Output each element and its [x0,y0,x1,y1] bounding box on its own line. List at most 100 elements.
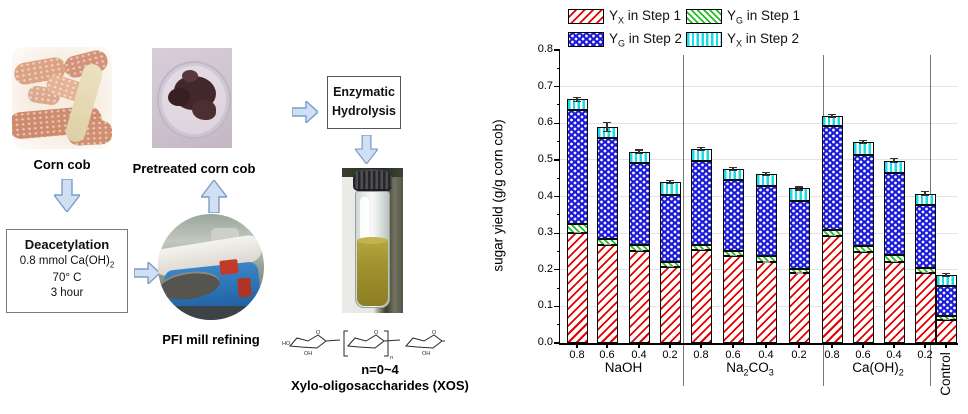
enzymatic-line2: Hydrolysis [332,104,396,118]
bar-segment-yg2 [722,180,744,251]
bar-segment-yx1 [755,262,777,343]
y-tick [554,269,560,271]
bar-segment-yx1 [659,267,681,343]
segment-boundary-error-mark [942,318,950,321]
error-bar [893,158,895,163]
error-bar-cap [942,276,950,278]
x-tick [924,343,926,348]
legend-label: YX in Step 2 [727,31,799,49]
bar-segment-yg2 [755,185,777,257]
segment-boundary-error-mark [921,271,929,273]
repeat-subscript: n [390,355,393,360]
y-tick-label: 0.4 [537,189,553,202]
legend-item-yx2: YX in Step 2 [686,31,799,49]
pfi-mill-photo [158,214,264,320]
y-minor-tick [556,287,560,289]
error-bar-cap [635,149,643,151]
y-tick-label: 0.1 [537,299,553,312]
error-bar [765,172,767,176]
repeat-unit-label: n=0~4 [361,362,399,377]
bar-segment-yx1 [852,252,874,343]
gridline [560,122,958,124]
liquid-surface [357,237,388,244]
x-tick [893,343,895,348]
group-label-subscript: 3 [768,367,774,378]
error-bar [669,180,671,184]
error-bar-cap [573,100,581,102]
legend-text: in Step 2 [625,31,683,46]
pretreated-corn-cob-label: Pretreated corn cob [132,161,256,176]
bar-segment-yg2 [883,172,905,256]
bar-segment-yx1 [935,319,957,343]
group-label-subscript: 2 [898,367,904,378]
pretreated-corn-cob-photo [152,48,232,148]
x-axis-group-label-naoh: NaOH [563,360,684,375]
y-minor-tick [556,214,560,216]
error-bar-cap [890,158,898,160]
y-tick [554,122,560,124]
legend-subscript: X [618,15,625,26]
sugar-yield-chart: sugar yield (g/g corn cob) YX in Step 1 … [480,0,968,414]
flow-arrow-down-icon [54,179,80,212]
y-tick-label: 0.2 [537,262,553,275]
x-tick-label: 0.6 [599,348,615,361]
pfi-mill-label: PFI mill refining [162,332,260,347]
xos-structure-diagram: HO OH O O O OH n [282,330,445,360]
error-bar [945,273,947,277]
legend-item-yg2: YG in Step 2 [568,31,682,49]
bar-segment-yg2 [914,204,936,268]
bar-segment-yg2 [690,161,712,245]
corn-cob-label: Corn cob [33,157,91,172]
error-bar-cap [603,130,611,132]
x-tick [606,343,608,348]
segment-boundary-error-mark [762,261,770,263]
segment-boundary-error-mark [666,266,674,268]
xos-name-label: Xylo-oligosaccharides (XOS) [291,378,469,393]
legend-subscript: X [736,38,743,49]
x-tick-label: 0.8 [693,348,709,361]
y-tick-label: 0.6 [537,116,553,129]
y-minor-tick [556,324,560,326]
group-label-text: Na [726,360,744,375]
error-bar-cap [859,142,867,144]
legend-label: YG in Step 2 [609,31,682,49]
y-tick-label: 0.0 [537,336,553,348]
pfi-base [158,306,264,320]
y-axis-title: sugar yield (g/g corn cob) [490,119,506,272]
deacetylation-duration: 3 hour [50,287,84,300]
error-bar-cap [795,186,803,188]
x-tick [669,343,671,348]
legend-text: in Step 1 [743,8,801,23]
y-minor-tick [556,141,560,143]
x-axis-group-label-caoh2: Ca(OH)2 [818,360,938,378]
error-bar-cap [729,169,737,171]
legend-subscript: G [618,38,626,49]
error-bar-cap [603,122,611,124]
bar-segment-yg2 [935,286,957,316]
legend-item-yg1: YG in Step 1 [686,8,800,26]
y-tick [554,49,560,51]
bar-segment-yx1 [914,272,936,343]
legend-text: in Step 2 [742,31,800,46]
error-bar [700,147,702,151]
atom-label: O [374,330,379,336]
x-tick-label: 0.2 [917,348,933,361]
vial-glass [355,191,390,308]
reagent-subscript: 2 [109,260,115,270]
enzymatic-hydrolysis-box: Enzymatic Hydrolysis [327,76,401,129]
legend-label: YG in Step 1 [727,8,800,26]
y-tick [554,86,560,88]
flow-arrow-up-icon [201,180,227,213]
atom-label: OH [304,351,312,357]
x-tick [862,343,864,348]
bar-segment-yg2 [788,200,810,269]
y-minor-tick [556,250,560,252]
group-label-text: Ca(OH) [852,360,899,375]
segment-boundary-error-mark [697,249,705,251]
y-tick [554,159,560,161]
x-tick [798,343,800,348]
legend-text: Y [727,31,737,46]
legend-text: Y [609,31,619,46]
bar-segment-yx1 [690,250,712,343]
